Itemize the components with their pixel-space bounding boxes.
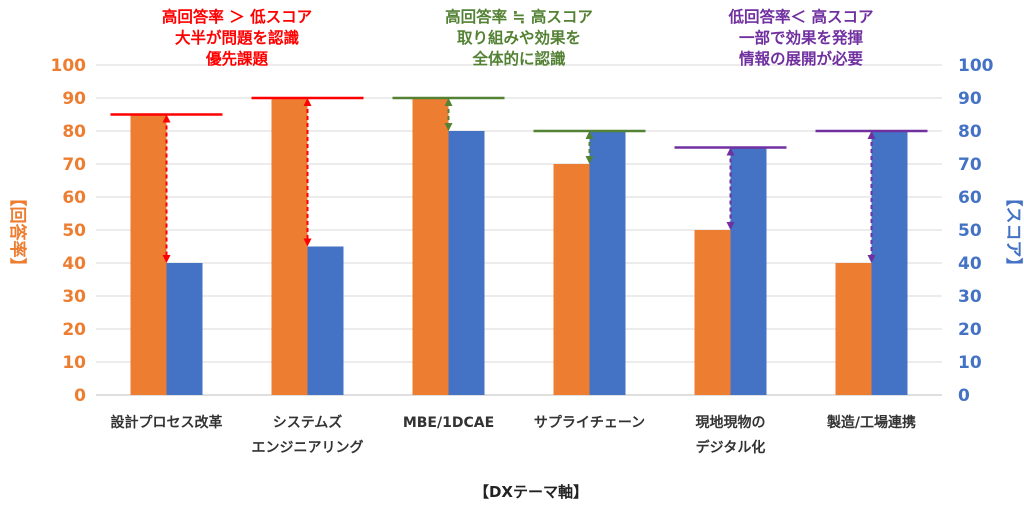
annotation-text: 情報の展開が必要 [739, 49, 863, 68]
category-label: デジタル化 [696, 439, 766, 456]
bar-score-5 [871, 131, 908, 395]
y-tick-right: 70 [958, 155, 982, 175]
annotation-arrows [162, 98, 876, 263]
category-label: サプライチェーン [534, 415, 645, 431]
y-tick-right: 50 [958, 221, 982, 241]
bar-response-rate-4 [694, 230, 731, 395]
bar-score-4 [730, 147, 767, 395]
category-label: システムズ [273, 414, 343, 431]
annotation-text: 優先課題 [205, 49, 269, 68]
x-axis-label: 【DXテーマ軸】 [474, 483, 588, 501]
y-tick-left: 30 [62, 287, 86, 307]
y-tick-right: 60 [958, 188, 982, 208]
category-label: MBE/1DCAE [403, 415, 494, 431]
category-label: エンジニアリング [252, 439, 364, 456]
bar-score-1 [307, 246, 344, 395]
y-axis-left-label: 【回答率】 [7, 190, 28, 275]
y-axis-left-ticks: 0 10 20 30 40 50 60 70 80 90 100 [51, 56, 87, 406]
y-tick-right: 80 [958, 122, 982, 142]
y-tick-left: 40 [62, 254, 86, 274]
y-tick-left: 80 [62, 122, 86, 142]
y-tick-left: 0 [74, 386, 86, 406]
category-label: 設計プロセス改革 [111, 414, 223, 431]
y-tick-right: 40 [958, 254, 982, 274]
annotation-text: 大半が問題を認識 [175, 28, 300, 47]
bar-score-3 [589, 131, 626, 395]
y-tick-left: 100 [51, 56, 87, 76]
annotation-text: 高回答率 ≒ 高スコア [445, 7, 593, 26]
y-tick-left: 60 [62, 188, 86, 208]
y-tick-left: 50 [62, 221, 86, 241]
bar-score-0 [166, 263, 203, 395]
annotation-text: 全体的に認識 [471, 49, 566, 68]
bar-response-rate-2 [412, 98, 449, 395]
bars [130, 98, 908, 395]
annotation-text: 低回答率＜ 高スコア [728, 7, 874, 26]
y-tick-left: 10 [62, 353, 86, 373]
y-tick-right: 30 [958, 287, 982, 307]
bar-response-rate-5 [835, 263, 872, 395]
y-tick-right: 0 [958, 386, 970, 406]
bar-response-rate-0 [130, 114, 167, 395]
y-tick-left: 70 [62, 155, 86, 175]
annotation-text: 高回答率 ＞ 低スコア [162, 7, 312, 26]
y-tick-left: 20 [62, 320, 86, 340]
y-tick-right: 100 [958, 56, 994, 76]
category-label: 現地現物の [696, 414, 766, 431]
y-axis-right-label: 【スコア】 [1003, 190, 1024, 275]
bar-response-rate-3 [553, 164, 590, 395]
gridlines [96, 64, 942, 396]
y-axis-right-ticks: 0 10 20 30 40 50 60 70 80 90 100 [958, 56, 994, 406]
y-tick-right: 10 [958, 353, 982, 373]
bar-response-rate-1 [271, 98, 308, 395]
bar-score-2 [448, 131, 485, 395]
y-tick-right: 90 [958, 89, 982, 109]
y-tick-left: 90 [62, 89, 86, 109]
annotation-text: 一部で効果を発揮 [739, 28, 864, 47]
y-tick-right: 20 [958, 320, 982, 340]
category-label: 製造/工場連携 [826, 414, 916, 431]
annotation-text: 取り組みや効果を [457, 28, 581, 47]
reference-lines [110, 96, 928, 149]
